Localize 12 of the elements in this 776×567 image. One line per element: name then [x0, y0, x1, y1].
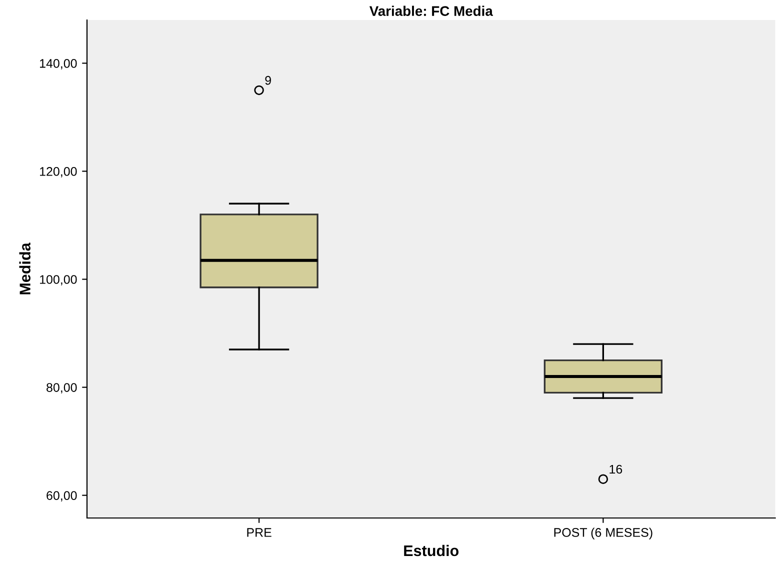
y-tick-label: 60,00 [46, 491, 77, 502]
annotation: 9 [265, 76, 271, 85]
x-tick-label: POST (6 MESES) [554, 528, 652, 540]
y-tick-label: 140,00 [40, 59, 77, 70]
y-axis-title: Medida [19, 242, 30, 294]
x-tick-label: PRE [247, 528, 272, 537]
x-axis-title: Estudio [404, 544, 459, 556]
y-tick-label: 120,00 [40, 167, 77, 178]
y-tick-label: 80,00 [46, 383, 77, 394]
chart-title: Variable: FC Media [369, 6, 493, 16]
y-tick-label: 100,00 [40, 275, 77, 286]
annotation: 16 [610, 464, 622, 474]
